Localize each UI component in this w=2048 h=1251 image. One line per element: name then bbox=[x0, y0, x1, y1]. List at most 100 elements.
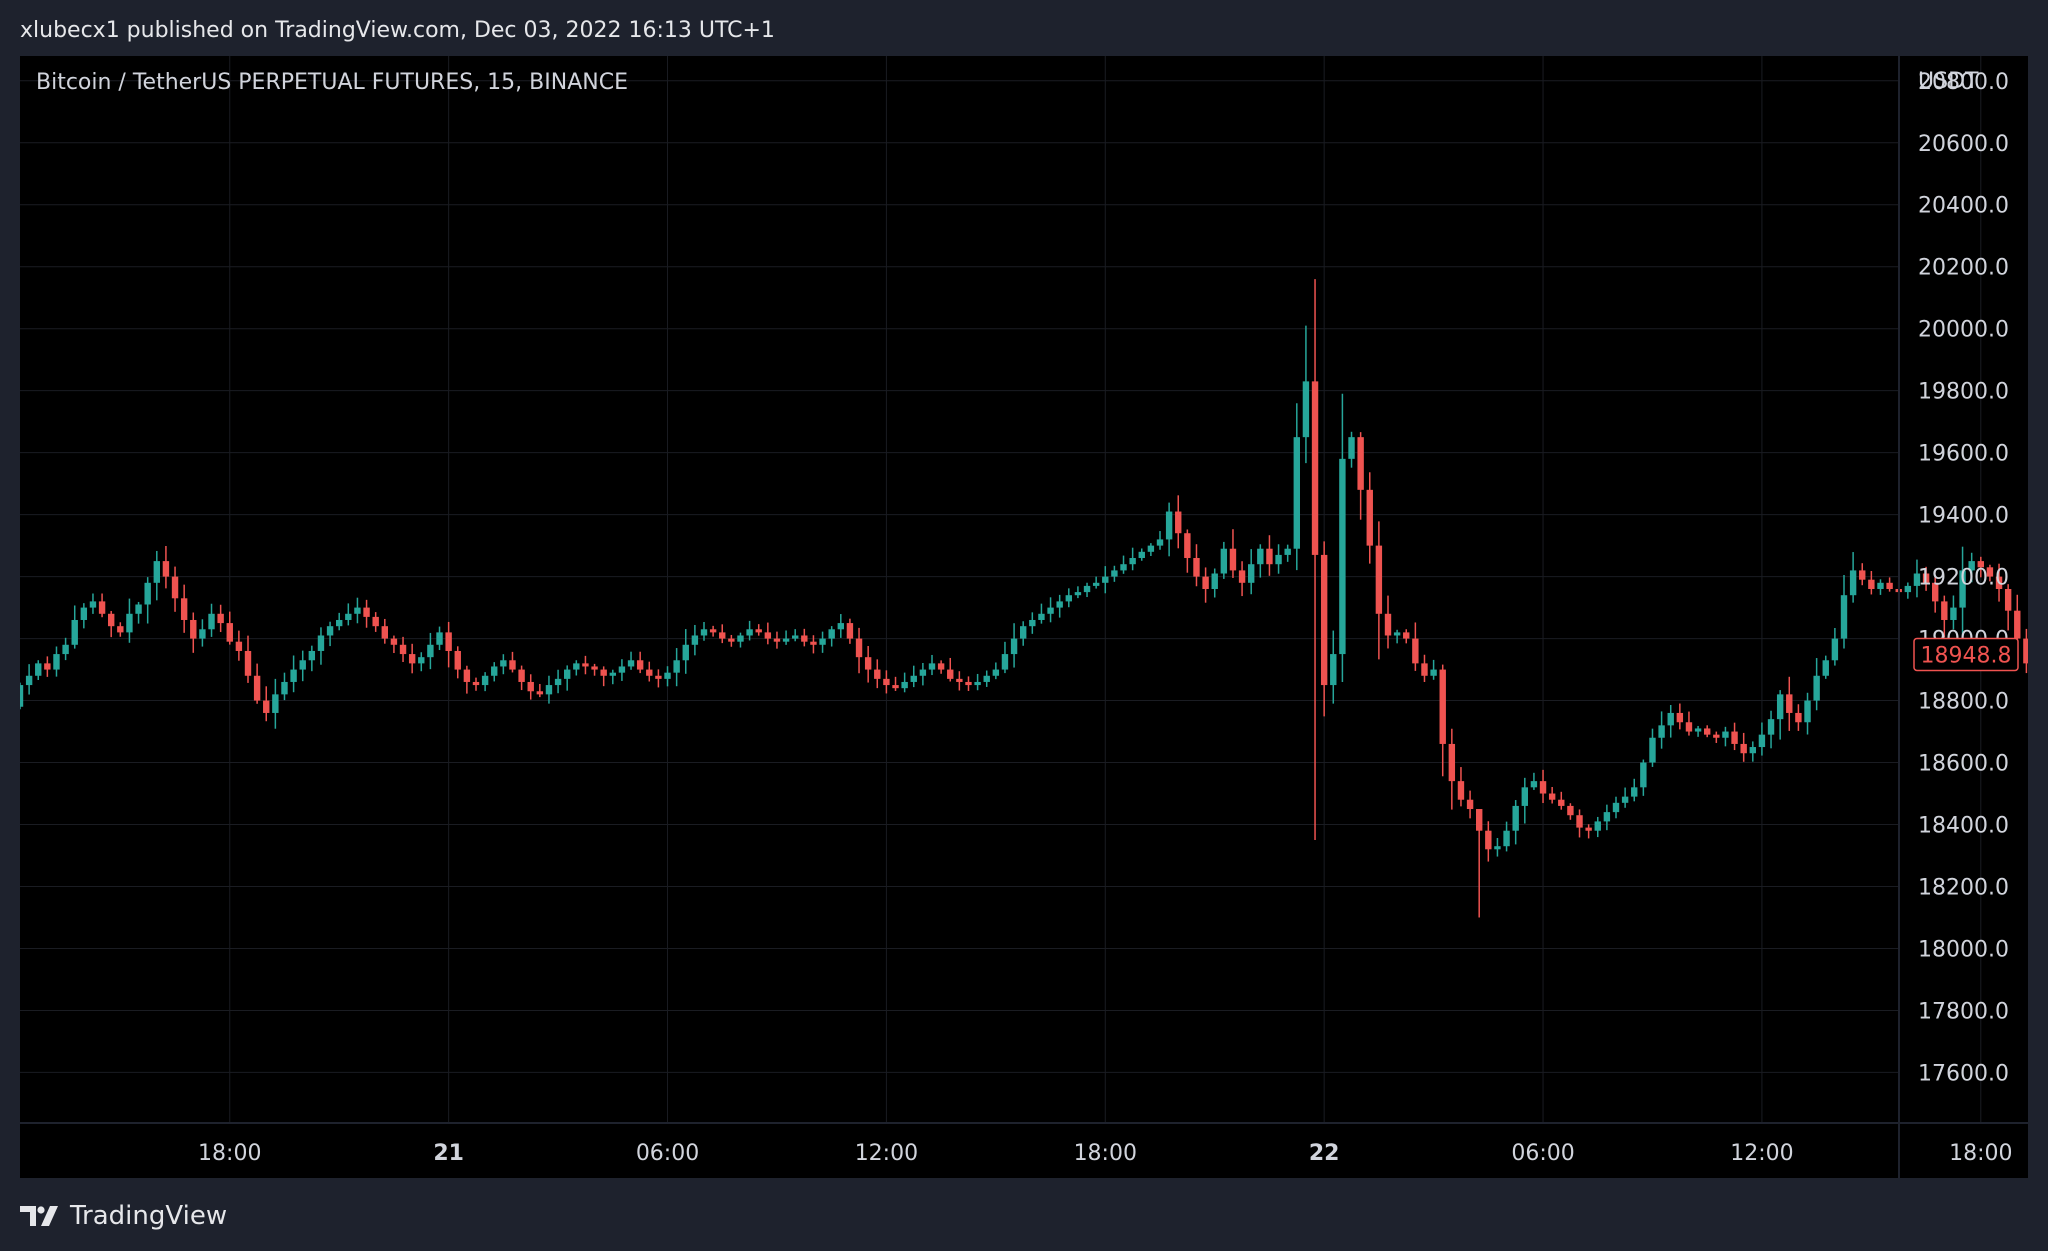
candle bbox=[1986, 564, 1994, 582]
candle-body bbox=[1776, 694, 1784, 720]
candle-body bbox=[1293, 437, 1300, 549]
candle bbox=[1530, 772, 1538, 790]
y-tick-label: 18000.0 bbox=[1918, 937, 2009, 962]
publish-header: xlubecx1 published on TradingView.com, D… bbox=[20, 18, 775, 43]
candle-body bbox=[1348, 437, 1355, 459]
candle-body bbox=[719, 632, 726, 639]
y-tick-label: 19800.0 bbox=[1918, 380, 2009, 405]
candle-body bbox=[919, 669, 927, 676]
candle-body bbox=[1603, 812, 1611, 822]
candle bbox=[992, 662, 1000, 680]
candle-body bbox=[1220, 548, 1228, 574]
candle-body bbox=[1585, 827, 1592, 831]
candle bbox=[782, 630, 790, 645]
candle bbox=[691, 624, 699, 656]
price-axis[interactable]: 17600.0 17800.0 18000.0 18200.0 18400.0 18600… bbox=[1918, 70, 2009, 1087]
candle bbox=[965, 676, 972, 691]
y-tick-label: 17800.0 bbox=[1918, 999, 2009, 1024]
candle bbox=[1758, 722, 1766, 756]
candle bbox=[1120, 555, 1127, 574]
candle-body bbox=[1476, 809, 1483, 831]
candle bbox=[874, 659, 881, 689]
candle-body bbox=[281, 681, 288, 695]
chart-area[interactable]: 17600.0 17800.0 18000.0 18200.0 18400.0 18600… bbox=[20, 56, 2028, 1178]
candle bbox=[910, 665, 917, 688]
candle-body bbox=[609, 672, 616, 676]
candle bbox=[646, 661, 653, 682]
candle bbox=[846, 618, 854, 644]
candle bbox=[1138, 548, 1145, 561]
candle-body bbox=[1886, 582, 1893, 589]
candle-body bbox=[1959, 570, 1966, 608]
candle bbox=[1485, 821, 1492, 862]
x-tick-label: 21 bbox=[433, 1141, 464, 1166]
candle-body bbox=[892, 685, 899, 689]
candle bbox=[1904, 582, 1912, 599]
candle-body bbox=[263, 700, 270, 713]
candle-body bbox=[1412, 638, 1419, 664]
candle-body bbox=[1211, 573, 1218, 589]
candle bbox=[62, 637, 69, 661]
candle bbox=[554, 669, 562, 694]
candle-body bbox=[1202, 576, 1209, 589]
candle-body bbox=[1083, 585, 1091, 593]
candle bbox=[1913, 559, 1921, 598]
candle-body bbox=[1731, 731, 1738, 744]
candle-body bbox=[1375, 545, 1383, 614]
candle-body bbox=[117, 626, 124, 633]
time-axis[interactable]: 18:00 21 06:00 12:00 18:00 22 06:00 12:00 18:00 bbox=[198, 1141, 2012, 1166]
candle-body bbox=[235, 641, 243, 651]
symbol-title[interactable]: Bitcoin / TetherUS PERPETUAL FUTURES, 15… bbox=[36, 70, 628, 95]
candle bbox=[518, 665, 525, 691]
candle bbox=[500, 654, 507, 675]
y-tick-label: 18200.0 bbox=[1918, 875, 2009, 900]
candle bbox=[855, 627, 863, 674]
grid-lines bbox=[20, 56, 1982, 1122]
candle bbox=[1074, 586, 1082, 599]
x-tick-label: 22 bbox=[1309, 1141, 1340, 1166]
candle-body bbox=[308, 650, 316, 661]
candle-body bbox=[1548, 793, 1556, 800]
candle-body bbox=[1512, 805, 1519, 831]
candle-body bbox=[2004, 589, 2012, 611]
candle-body bbox=[44, 663, 51, 670]
candle bbox=[481, 672, 489, 692]
candle-body bbox=[1357, 437, 1364, 490]
candle-body bbox=[1740, 743, 1747, 754]
candle bbox=[1649, 728, 1656, 767]
candle bbox=[1831, 627, 1839, 666]
candle-body bbox=[627, 660, 635, 667]
candle-body bbox=[1868, 579, 1875, 589]
candle-body bbox=[135, 604, 142, 614]
candle-body bbox=[1020, 626, 1027, 639]
y-tick-label: 17600.0 bbox=[1918, 1061, 2009, 1086]
candle bbox=[1722, 726, 1729, 747]
candle bbox=[1886, 577, 1893, 592]
footer-brand[interactable]: TradingView bbox=[20, 1196, 227, 1236]
candle-body bbox=[418, 657, 425, 664]
candlestick-chart[interactable]: 17600.0 17800.0 18000.0 18200.0 18400.0 18600… bbox=[20, 56, 2028, 1178]
candle bbox=[1229, 529, 1237, 578]
candle bbox=[98, 593, 106, 618]
x-tick-label: 06:00 bbox=[636, 1141, 699, 1166]
candle-body bbox=[108, 613, 115, 627]
x-tick-label: 06:00 bbox=[1511, 1141, 1574, 1166]
candle bbox=[1995, 563, 2003, 602]
candle bbox=[792, 629, 799, 642]
candle bbox=[1147, 543, 1155, 556]
candle-body bbox=[1001, 654, 1009, 670]
candle bbox=[372, 612, 379, 632]
candle-body bbox=[573, 663, 580, 670]
candle-body bbox=[536, 691, 544, 695]
candle bbox=[1941, 595, 1948, 638]
candle-body bbox=[2023, 638, 2028, 664]
candle bbox=[418, 652, 425, 672]
candle-body bbox=[491, 666, 498, 676]
candle-body bbox=[691, 635, 699, 645]
candle bbox=[345, 603, 352, 626]
candle-body bbox=[1366, 489, 1373, 546]
candle bbox=[1193, 544, 1200, 587]
candle bbox=[427, 632, 434, 670]
candle-body bbox=[381, 626, 388, 639]
candle-body bbox=[1330, 654, 1337, 686]
